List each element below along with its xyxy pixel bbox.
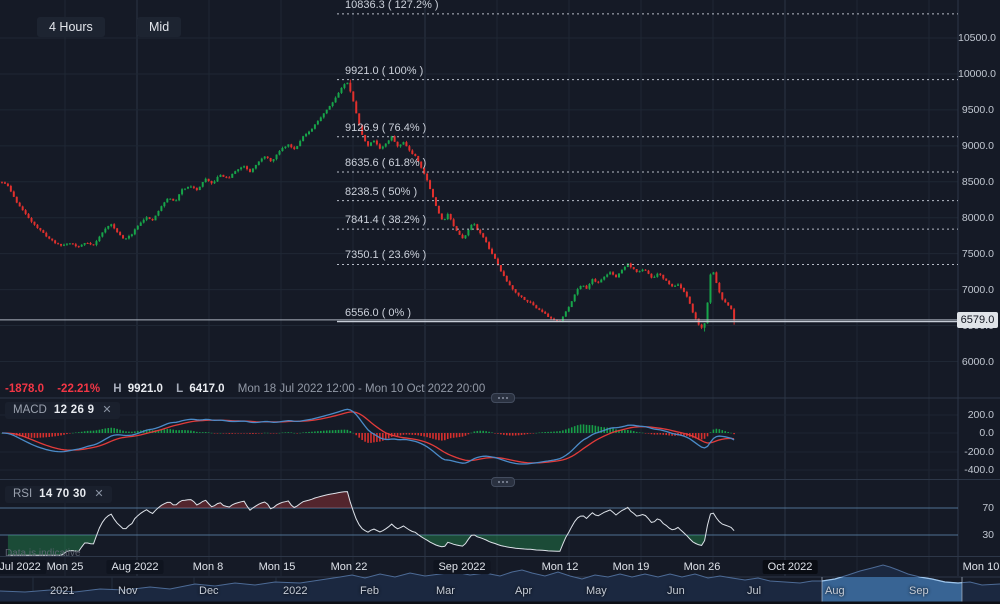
macd-axis-tick: -200.0 (964, 446, 994, 458)
price-axis-tick: 7000.0 (961, 283, 994, 296)
rsi-panel-resize-handle[interactable] (491, 477, 515, 487)
fib-level-label: 9921.0 ( 100% ) (345, 64, 424, 77)
time-axis-label: Mon 8 (192, 561, 224, 573)
price-axis-tick: 7500.0 (961, 247, 994, 260)
navigator-month-label: Mar (436, 585, 455, 597)
price-axis-tick: 10000.0 (958, 67, 996, 80)
macd-indicator-badge[interactable]: MACD 12 26 9 ✕ (5, 402, 120, 419)
change-value: -1878.0 (5, 383, 45, 395)
fib-level-label: 9126.9 ( 76.4% ) (345, 121, 427, 134)
macd-axis-tick: -400.0 (964, 464, 994, 476)
navigator-month-label: 2022 (283, 585, 308, 597)
fib-level-label: 6556.0 ( 0% ) (345, 306, 412, 319)
price-type-button[interactable]: Mid (137, 17, 182, 37)
fib-level-label: 8238.5 ( 50% ) (345, 185, 418, 198)
change-percent: -22.21% (57, 383, 101, 395)
rsi-label: RSI (13, 488, 33, 500)
navigator-month-label: Aug (825, 585, 845, 597)
last-price-badge: 6579.0 (957, 311, 998, 328)
price-axis-tick: 6000.0 (961, 355, 994, 368)
high-label: H (113, 383, 122, 395)
macd-params: 12 26 9 (53, 404, 95, 416)
low-label: L (176, 383, 184, 395)
timeframe-button[interactable]: 4 Hours (37, 17, 105, 37)
time-axis-label: Aug 2022 (106, 560, 164, 574)
time-axis-label: Mon 15 (258, 561, 296, 573)
ohlc-status-line: -1878.0 -22.21% H 9921.0 L 6417.0 Mon 18… (5, 383, 495, 395)
rsi-close-icon[interactable]: ✕ (94, 488, 104, 500)
time-axis-label: Mon 25 (46, 561, 84, 573)
navigator-month-label: 2021 (50, 585, 75, 597)
price-axis-tick: 9000.0 (961, 139, 994, 152)
rsi-indicator-badge[interactable]: RSI 14 70 30 ✕ (5, 486, 112, 503)
navigator-month-label: Apr (515, 585, 533, 597)
fib-level-label: 8635.6 ( 61.8% ) (345, 157, 427, 170)
navigator-month-label: Jul (747, 585, 762, 597)
fib-level-label: 7841.4 ( 38.2% ) (345, 214, 427, 227)
time-axis-label: Mon 10 (962, 561, 1000, 573)
macd-panel-resize-handle[interactable] (491, 393, 515, 403)
navigator-month-label: Dec (199, 585, 219, 597)
rsi-axis-tick: 70 (982, 502, 994, 514)
high-value: 9921.0 (127, 383, 163, 395)
price-axis-tick: 9500.0 (961, 103, 994, 116)
time-axis-label: Sep 2022 (433, 560, 491, 574)
navigator-month-label: May (586, 585, 607, 597)
macd-axis-tick: 200.0 (967, 409, 994, 421)
time-axis-label: Oct 2022 (762, 560, 818, 574)
price-axis-tick: 8500.0 (961, 175, 994, 188)
rsi-params: 14 70 30 (39, 488, 87, 500)
navigator-month-label: Jun (667, 585, 685, 597)
time-axis-label: Mon 19 (612, 561, 650, 573)
macd-label: MACD (13, 404, 47, 416)
visible-date-range: Mon 18 Jul 2022 12:00 - Mon 10 Oct 2022 … (237, 383, 486, 395)
data-indicative-watermark: Data is indicative (5, 548, 81, 559)
rsi-axis-tick: 30 (982, 529, 994, 541)
price-axis-tick: 8000.0 (961, 211, 994, 224)
time-axis-label: Mon 26 (683, 561, 721, 573)
time-axis-label: Mon 22 (330, 561, 368, 573)
fib-level-label: 7350.1 ( 23.6% ) (345, 249, 427, 262)
time-axis-label: Mon 12 (541, 561, 579, 573)
low-value: 6417.0 (189, 383, 225, 395)
navigator-month-label: Feb (360, 585, 379, 597)
fib-level-label: 10836.3 ( 127.2% ) (345, 0, 439, 11)
navigator-month-label: Nov (118, 585, 138, 597)
navigator-month-label: Sep (909, 585, 929, 597)
price-axis-tick: 10500.0 (958, 32, 996, 44)
macd-close-icon[interactable]: ✕ (102, 404, 112, 416)
time-axis-label: Jul 2022 (0, 560, 46, 574)
macd-axis-tick: 0.0 (979, 427, 994, 439)
